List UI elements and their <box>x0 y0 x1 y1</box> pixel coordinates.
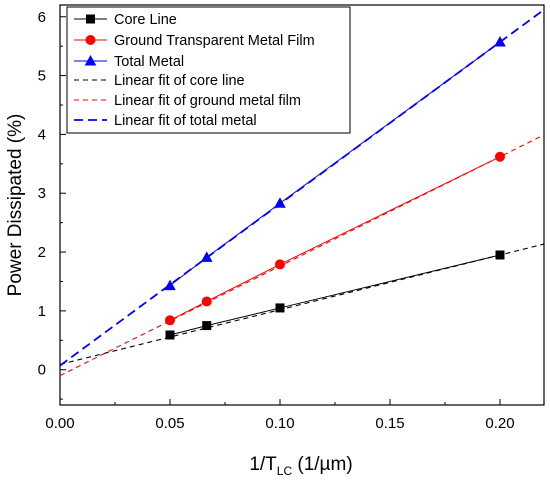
x-tick-label: 0.00 <box>45 415 74 432</box>
y-tick-label: 6 <box>38 9 46 26</box>
series-line <box>169 156 501 321</box>
series-line <box>169 254 501 336</box>
x-tick-label: 0.10 <box>265 415 294 432</box>
x-axis-title: 1/TLC (1/µm) <box>249 454 352 478</box>
legend-label: Ground Transparent Metal Film <box>114 33 315 49</box>
y-axis: 0 1 2 3 4 5 6 <box>38 9 66 400</box>
x-axis: 0.00 0.05 0.10 0.15 0.20 <box>45 399 515 432</box>
data-point <box>165 315 175 326</box>
legend-marker <box>85 35 96 45</box>
data-point <box>200 251 213 262</box>
data-point <box>201 296 212 307</box>
legend-label: Core Line <box>114 12 177 28</box>
x-axis-title-main: 1/T <box>249 454 277 475</box>
x-tick-label: 0.05 <box>155 415 184 432</box>
x-axis-title-subscript: LC <box>277 464 293 478</box>
data-point <box>495 151 505 162</box>
legend-label: Linear fit of ground metal film <box>114 93 301 109</box>
data-point <box>164 279 176 291</box>
data-point <box>275 303 285 313</box>
y-tick-label: 1 <box>38 303 46 320</box>
legend-label: Total Metal <box>114 54 184 70</box>
x-axis-title-unit: (1/µm) <box>292 454 353 475</box>
y-tick-label: 2 <box>38 244 46 261</box>
data-point <box>495 250 505 260</box>
data-point <box>274 197 286 208</box>
x-tick-label: 0.15 <box>375 415 404 432</box>
legend-label: Linear fit of total metal <box>114 113 257 129</box>
data-point <box>202 321 212 331</box>
plot-area <box>59 4 545 406</box>
legend-marker <box>86 14 95 24</box>
legend-box <box>66 6 351 134</box>
data-point <box>275 259 285 270</box>
data-point <box>494 36 506 47</box>
y-tick-label: 3 <box>38 185 46 202</box>
legend-marker <box>84 55 97 66</box>
y-tick-label: 0 <box>38 362 46 379</box>
legend: Core Line Ground Transparent Metal Film To… <box>66 6 351 134</box>
series-line <box>169 41 501 286</box>
x-tick-label: 0.20 <box>485 415 514 432</box>
data-point <box>165 330 175 340</box>
y-tick-label: 4 <box>38 126 46 143</box>
y-tick-label: 5 <box>38 68 46 85</box>
y-axis-title: Power Dissipated (%) <box>5 114 26 297</box>
legend-label: Linear fit of core line <box>114 73 245 89</box>
series-layer <box>164 36 506 340</box>
